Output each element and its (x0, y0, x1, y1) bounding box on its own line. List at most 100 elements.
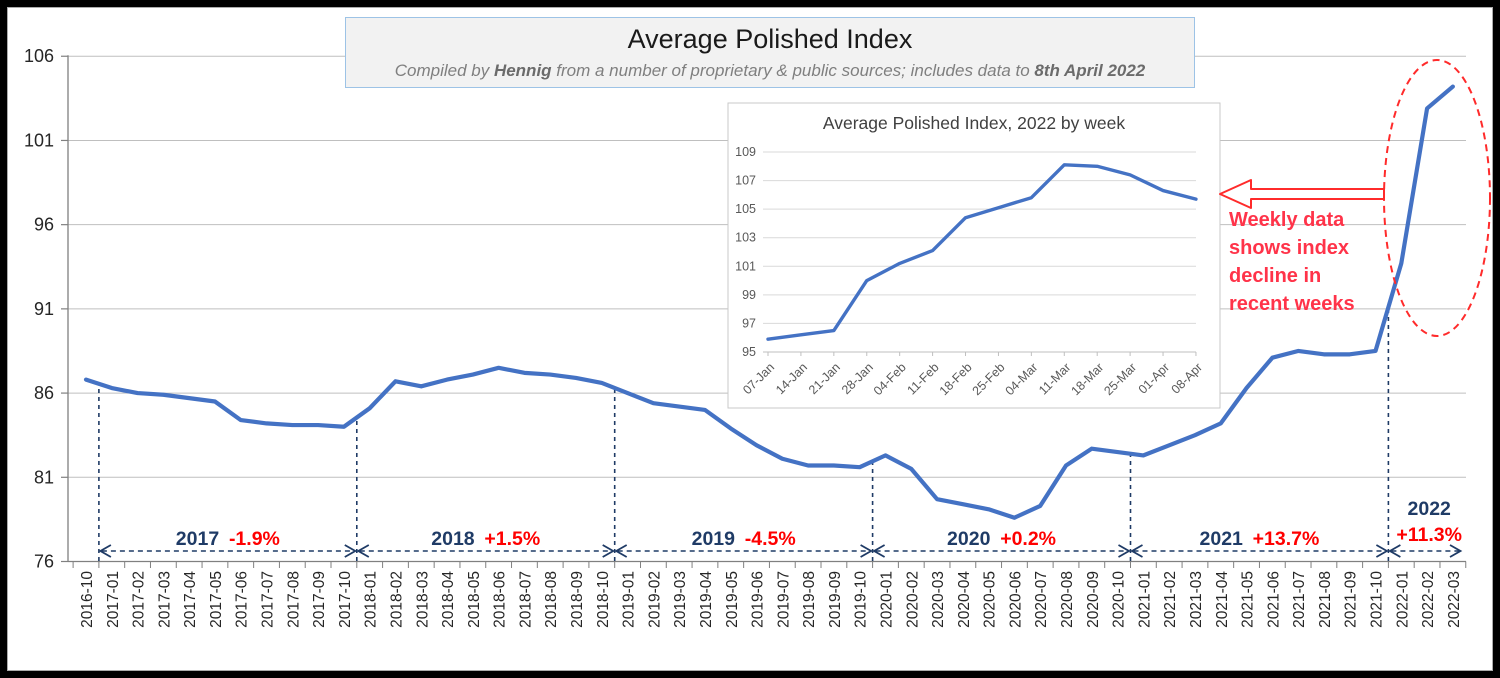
y-axis-tick-label: 101 (24, 130, 54, 150)
main-x-ticks (72, 561, 1467, 568)
x-axis-tick-label: 2018-01 (363, 571, 380, 628)
y-axis-tick-label: 76 (34, 552, 54, 572)
x-axis-tick-label: 2020-04 (956, 571, 973, 628)
x-axis-tick-label: 2017-08 (285, 571, 302, 628)
inset-chart: Average Polished Index, 2022 by week 95 97… (727, 102, 1221, 409)
chart-title: Average Polished Index (627, 24, 913, 54)
subtitle-prefix: Compiled by (394, 61, 494, 80)
main-y-axis-labels: 76 81 86 91 96 101 106 (24, 46, 68, 572)
x-axis-tick-label: 2021-01 (1136, 571, 1153, 628)
inset-y-tick-label: 95 (742, 345, 756, 359)
x-axis-tick-label: 2019-04 (698, 571, 715, 628)
x-axis-tick-label: 2020-02 (904, 571, 921, 628)
x-axis-tick-label: 2018-10 (595, 571, 612, 628)
x-axis-tick-label: 2017-04 (182, 571, 199, 628)
x-axis-tick-label: 2017-09 (311, 571, 328, 628)
x-axis-tick-label: 2020-08 (1059, 571, 1076, 628)
x-axis-tick-label: 2017-05 (208, 571, 225, 628)
x-axis-tick-label: 2019-03 (672, 571, 689, 628)
year-label: 2022 (1408, 498, 1452, 520)
x-axis-tick-label: 2017-03 (156, 571, 173, 628)
inset-y-tick-label: 107 (735, 174, 756, 188)
x-axis-tick-label: 2021-07 (1291, 571, 1308, 628)
inset-y-tick-label: 99 (742, 288, 756, 302)
red-annotation-shapes (1219, 59, 1491, 337)
subtitle-middle: from a number of proprietary & public so… (551, 61, 1035, 80)
y-axis-tick-label: 96 (34, 215, 54, 235)
x-axis-tick-label: 2020-09 (1085, 571, 1102, 628)
x-axis-tick-label: 2021-02 (1162, 571, 1179, 628)
year-change-label: +11.3% (1396, 524, 1462, 546)
x-axis-tick-label: 2021-08 (1317, 571, 1334, 628)
x-axis-tick-label: 2017-07 (260, 571, 277, 628)
x-axis-tick-label: 2020-07 (1033, 571, 1050, 628)
x-axis-tick-label: 2018-02 (388, 571, 405, 628)
subtitle-author: Hennig (493, 61, 552, 80)
x-axis-tick-label: 2019-10 (853, 571, 870, 628)
year-label: 2017 -1.9% (176, 528, 280, 550)
subtitle-date: 8th April 2022 (1034, 61, 1146, 80)
x-axis-tick-label: 2018-05 (466, 571, 483, 628)
x-axis-tick-label: 2017-02 (131, 571, 148, 628)
x-axis-tick-label: 2019-07 (775, 571, 792, 628)
year-labels: 2017 -1.9% 2018 +1.5% 2019 -4.5% 2020 +0.2%… (176, 498, 1462, 550)
x-axis-tick-label: 2021-06 (1265, 571, 1282, 628)
x-axis-tick-label: 2021-10 (1369, 571, 1386, 628)
x-axis-tick-label: 2019-09 (827, 571, 844, 628)
x-axis-tick-label: 2022-02 (1420, 571, 1437, 628)
x-axis-tick-label: 2021-04 (1214, 571, 1231, 628)
x-axis-tick-label: 2019-01 (621, 571, 638, 628)
year-span-arrows (98, 544, 1463, 558)
x-axis-tick-label: 2020-01 (878, 571, 895, 628)
x-axis-tick-label: 2018-09 (569, 571, 586, 628)
x-axis-tick-label: 2020-05 (982, 571, 999, 628)
x-axis-tick-label: 2019-02 (646, 571, 663, 628)
x-axis-tick-label: 2019-05 (724, 571, 741, 628)
year-boundary-lines (98, 307, 1390, 561)
year-label: 2020 +0.2% (947, 528, 1056, 550)
inset-panel (727, 102, 1221, 409)
x-axis-tick-label: 2018-04 (440, 571, 457, 628)
year-label: 2021 +13.7% (1200, 528, 1320, 550)
x-axis-tick-label: 2018-06 (492, 571, 509, 628)
y-axis-tick-label: 86 (34, 383, 54, 403)
chart-title-box: Average Polished Index Compiled by Henni… (345, 17, 1195, 88)
main-series (83, 84, 1455, 520)
inset-y-tick-label: 105 (735, 202, 756, 216)
x-axis-tick-label: 2018-08 (543, 571, 560, 628)
y-axis-tick-label: 106 (24, 46, 54, 66)
inset-y-tick-label: 101 (735, 259, 756, 273)
inset-y-tick-label: 109 (735, 145, 756, 159)
x-axis-tick-label: 2018-07 (517, 571, 534, 628)
main-x-axis-labels: 2016-10 2017-01 2017-02 2017-03 2017-04 2017-… (79, 571, 1463, 628)
x-axis-tick-label: 2020-03 (930, 571, 947, 628)
inset-y-tick-label: 97 (742, 316, 756, 330)
x-axis-tick-label: 2022-01 (1394, 571, 1411, 628)
x-axis-tick-label: 2019-08 (801, 571, 818, 628)
y-axis-tick-label: 81 (34, 467, 54, 487)
x-axis-tick-label: 2017-10 (337, 571, 354, 628)
x-axis-tick-label: 2021-09 (1343, 571, 1360, 628)
inset-series-line (766, 163, 1198, 341)
highlight-ellipse (1383, 59, 1491, 337)
weekly-decline-annotation: Weekly data shows index decline in recen… (1229, 209, 1355, 315)
x-axis-tick-label: 2022-03 (1446, 571, 1463, 628)
x-axis-tick-label: 2017-06 (234, 571, 251, 628)
year-label: 2019 -4.5% (692, 528, 796, 550)
main-series-line (83, 84, 1455, 520)
x-axis-tick-label: 2021-05 (1240, 571, 1257, 628)
y-axis-tick-label: 91 (34, 299, 54, 319)
x-axis-tick-label: 2020-10 (1111, 571, 1128, 628)
x-axis-tick-label: 2021-03 (1188, 571, 1205, 628)
year-label: 2018 +1.5% (431, 528, 540, 550)
inset-title: Average Polished Index, 2022 by week (823, 113, 1125, 133)
x-axis-tick-label: 2018-03 (414, 571, 431, 628)
x-axis-tick-label: 2016-10 (79, 571, 96, 628)
x-axis-tick-label: 2020-06 (1007, 571, 1024, 628)
x-axis-tick-label: 2019-06 (750, 571, 767, 628)
left-arrow-icon (1219, 179, 1385, 209)
inset-y-tick-label: 103 (735, 231, 756, 245)
x-axis-tick-label: 2017-01 (105, 571, 122, 628)
chart-subtitle: Compiled by Hennig from a number of prop… (346, 60, 1194, 82)
